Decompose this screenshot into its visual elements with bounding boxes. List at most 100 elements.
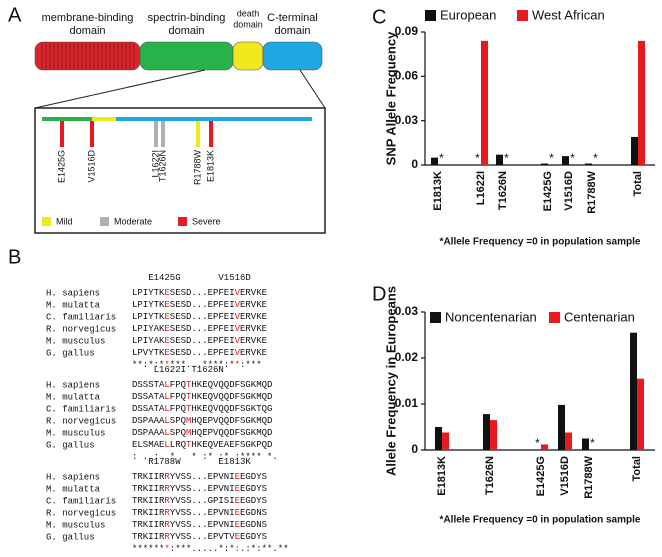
- domain-label: domain: [69, 25, 105, 37]
- x-tick-label: R1788W: [583, 455, 595, 498]
- y-tick-label: 0.01: [395, 396, 419, 410]
- sequence: TRKIIRRYVSS...EPVNIEEGDYS: [132, 484, 267, 494]
- sequence: LPIYAKESESD...EPFEIVERVKE: [132, 336, 267, 346]
- mutation-bar: [209, 121, 213, 147]
- mutation-label: R1788W: [192, 149, 202, 185]
- domain-label: C-terminal: [267, 12, 318, 24]
- mutation-bar: [196, 121, 200, 147]
- sequence: DSSATALFPQTHKEQVQQDFSGKMQD: [132, 392, 272, 402]
- zoom-seg: [92, 117, 116, 121]
- y-tick-label: 0.02: [395, 350, 419, 364]
- sequence: LPIYTKESESD...EPFEIVERVKE: [132, 312, 267, 322]
- zero-marker: *: [475, 151, 480, 165]
- zero-marker: *: [549, 151, 554, 165]
- sequence: DSSSTALFPQTHKEQVQQDFSGKMQD: [132, 380, 272, 390]
- legend-swatch: [517, 10, 528, 21]
- x-tick-label: Total: [631, 456, 643, 481]
- legend-swatch: [100, 217, 109, 226]
- mutation-label: L1622I: [150, 150, 160, 178]
- mutation-label: E1813K: [205, 150, 215, 182]
- domain: [139, 41, 234, 71]
- bar: [490, 420, 497, 450]
- x-tick-label: T1626N: [497, 171, 509, 210]
- x-tick-label: L1622I: [475, 171, 487, 205]
- x-tick-label: E1813K: [436, 456, 448, 496]
- domain-label: death: [237, 8, 260, 18]
- legend-label: Noncentenarian: [445, 309, 537, 324]
- species: R. norvegicus: [46, 416, 116, 426]
- bar: [585, 163, 592, 165]
- panel-letter: A: [8, 4, 22, 26]
- sequence: LPIYAKESESD...EPFEIVERVKE: [132, 324, 267, 334]
- legend-label: Severe: [192, 216, 221, 226]
- sequence: DSPAAALSPQMHQEPVQQDFSGKMQD: [132, 428, 272, 438]
- domain-label: domain: [168, 25, 204, 37]
- sequence: TRKIIRRYVSS...GPISIEEGDYS: [132, 496, 267, 506]
- sequence: TRKIIRRYVSS...EPVNIEEGDYS: [132, 472, 267, 482]
- legend-swatch: [42, 217, 51, 226]
- domain-label: membrane-binding: [42, 12, 134, 24]
- y-tick-label: 0.06: [395, 69, 419, 83]
- zero-marker: *: [504, 151, 509, 165]
- bar: [630, 332, 637, 450]
- x-tick-label: V1516D: [559, 456, 571, 496]
- domain: [232, 41, 264, 71]
- domain: [262, 41, 323, 71]
- sequence: L1622I T1626N: [132, 365, 224, 375]
- mutation-label: E1425G: [56, 150, 66, 183]
- legend-label: Centenarian: [564, 309, 635, 324]
- legend-label: West African: [532, 7, 605, 22]
- bar: [562, 156, 569, 165]
- domain-stripes: [39, 42, 136, 70]
- note: *Allele Frequency =0 in population sampl…: [440, 515, 641, 526]
- legend-swatch: [430, 312, 441, 323]
- mutation-bar: [60, 121, 64, 147]
- species: H. sapiens: [46, 472, 100, 482]
- mutation-bar: [161, 121, 165, 147]
- bar: [541, 163, 548, 165]
- legend-swatch: [178, 217, 187, 226]
- species: M. mulatta: [46, 484, 101, 494]
- bar: [565, 432, 572, 450]
- sequence: *******:***.....*:*:.:*:**.**: [132, 544, 289, 554]
- legend-label: Moderate: [114, 216, 152, 226]
- sequence: R1788W E1813K: [132, 457, 251, 467]
- note: *Allele Frequency =0 in population sampl…: [440, 237, 641, 248]
- legend-label: European: [440, 7, 496, 22]
- species: M. mulatta: [46, 300, 101, 310]
- sequence: LPIYTKESESD...EPFEIVERVKE: [132, 288, 267, 298]
- x-tick-label: R1788W: [586, 170, 598, 213]
- zero-marker: *: [593, 151, 598, 165]
- species: C. familiaris: [46, 404, 116, 414]
- mutation-label: T1626N: [157, 150, 167, 182]
- y-tick-label: 0.09: [395, 24, 419, 38]
- x-tick-label: E1425G: [535, 456, 547, 496]
- panel-letter: C: [372, 6, 386, 28]
- zoom-box: [34, 107, 326, 234]
- y-tick-label: 0.03: [395, 113, 419, 127]
- sequence: ELSMAELLRQTHKEQVEAEFSGKPQD: [132, 440, 272, 450]
- sequence: **:*:*****...****:**:***: [132, 360, 262, 370]
- bar: [442, 432, 449, 450]
- species: M. musculus: [46, 428, 105, 438]
- species: G. gallus: [46, 532, 95, 542]
- species: M. musculus: [46, 520, 105, 530]
- zero-marker: *: [570, 151, 575, 165]
- bar: [582, 438, 589, 450]
- x-tick-label: E1425G: [542, 171, 554, 211]
- legend-swatch: [549, 312, 560, 323]
- bar: [496, 154, 503, 165]
- bar: [558, 404, 565, 450]
- bar: [483, 414, 490, 450]
- bar: [435, 427, 442, 450]
- y-tick-label: 0: [411, 442, 418, 456]
- zoom-seg: [116, 117, 312, 121]
- sequence: TRKIIRRYVSS...EPVTVEEGDYS: [132, 532, 267, 542]
- x-tick-label: Total: [632, 171, 644, 196]
- zero-marker: *: [535, 436, 540, 450]
- species: C. familiaris: [46, 496, 116, 506]
- x-tick-label: T1626N: [484, 456, 496, 495]
- zoom-line: [299, 69, 326, 109]
- zoom-seg: [42, 117, 92, 121]
